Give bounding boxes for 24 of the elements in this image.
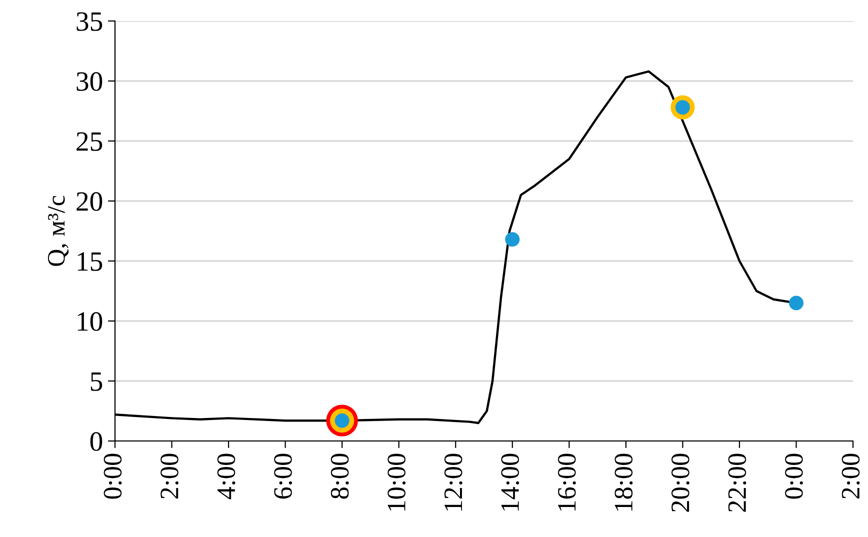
x-tick-label: 16:00 [558,454,576,511]
x-tick-label: 18:00 [614,454,633,511]
y-axis-title: Q, м³/с [48,196,69,266]
x-tick-label: 2:00 [842,454,860,499]
x-tick-label: 0:00 [104,454,122,499]
point [505,232,520,247]
y-tick-label: 15 [78,252,102,271]
y-tick-label: 20 [76,192,102,211]
y-tick-label: 5 [90,372,102,391]
x-tick-label: 20:00 [671,454,690,512]
y-tick-label: 30 [76,72,102,91]
x-tick-label: 12:00 [444,454,462,511]
y-tick-label: 35 [76,12,102,31]
x-tick-label: 10:00 [388,454,406,511]
x-tick-label: 2:00 [160,454,178,499]
x-tick-label: 6:00 [274,454,292,499]
x-tick-label: 14:00 [501,454,520,511]
y-tick-label: 0 [90,432,102,451]
y-tick-label: 10 [78,312,102,331]
x-tick-label: 4:00 [217,454,236,500]
x-tick-label: 8:00 [330,454,349,499]
x-tick-label: 0:00 [785,454,803,499]
y-tick-label: 25 [76,132,102,151]
x-tick-label: 22:00 [728,454,746,512]
